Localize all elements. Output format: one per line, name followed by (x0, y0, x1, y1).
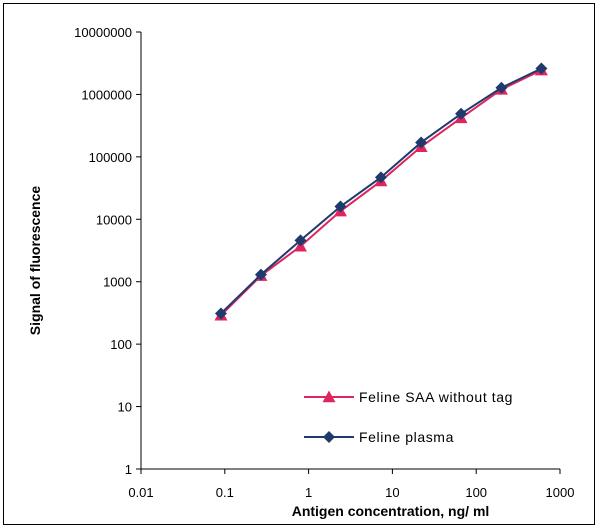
y-tick-label: 10000000 (74, 25, 132, 40)
chart-frame: 1 10 100 1000 10000 100000 1000000 10000000 0.01… (3, 3, 595, 525)
legend-label: Feline plasma (359, 429, 454, 445)
x-tick-label: 0.01 (128, 485, 153, 500)
y-tick-label: 10 (118, 400, 132, 415)
x-axis-title: Antigen concentration, ng/ ml (292, 503, 490, 519)
data-point (415, 136, 428, 149)
data-point (535, 62, 548, 75)
x-tick-label: 1 (305, 485, 312, 500)
data-point (334, 200, 347, 213)
y-axis-title: Signal of fluorescence (27, 186, 43, 336)
x-tick-label: 100 (465, 485, 487, 500)
y-tick-label: 1000000 (81, 87, 132, 102)
data-point (455, 107, 468, 120)
legend-label: Feline SAA without tag (359, 389, 513, 405)
y-tick-label: 1000 (103, 275, 132, 290)
legend-marker (323, 431, 335, 443)
y-tick-label: 100 (110, 337, 132, 352)
y-tick-label: 100000 (89, 150, 132, 165)
data-point (495, 81, 508, 94)
data-point (374, 171, 387, 184)
series-line-feline-saa-without-tag (220, 69, 542, 316)
series-line-feline-plasma (220, 67, 542, 315)
legend-marker (322, 390, 336, 403)
x-tick-label: 1000 (546, 485, 575, 500)
data-point (214, 307, 227, 320)
y-tick-label: 1 (125, 462, 132, 477)
line-chart: 1 10 100 1000 10000 100000 1000000 10000000 0.01… (27, 25, 575, 519)
data-point (294, 234, 307, 247)
x-tick-label: 0.1 (216, 485, 234, 500)
x-tick-label: 10 (385, 485, 399, 500)
y-tick-label: 10000 (96, 212, 132, 227)
